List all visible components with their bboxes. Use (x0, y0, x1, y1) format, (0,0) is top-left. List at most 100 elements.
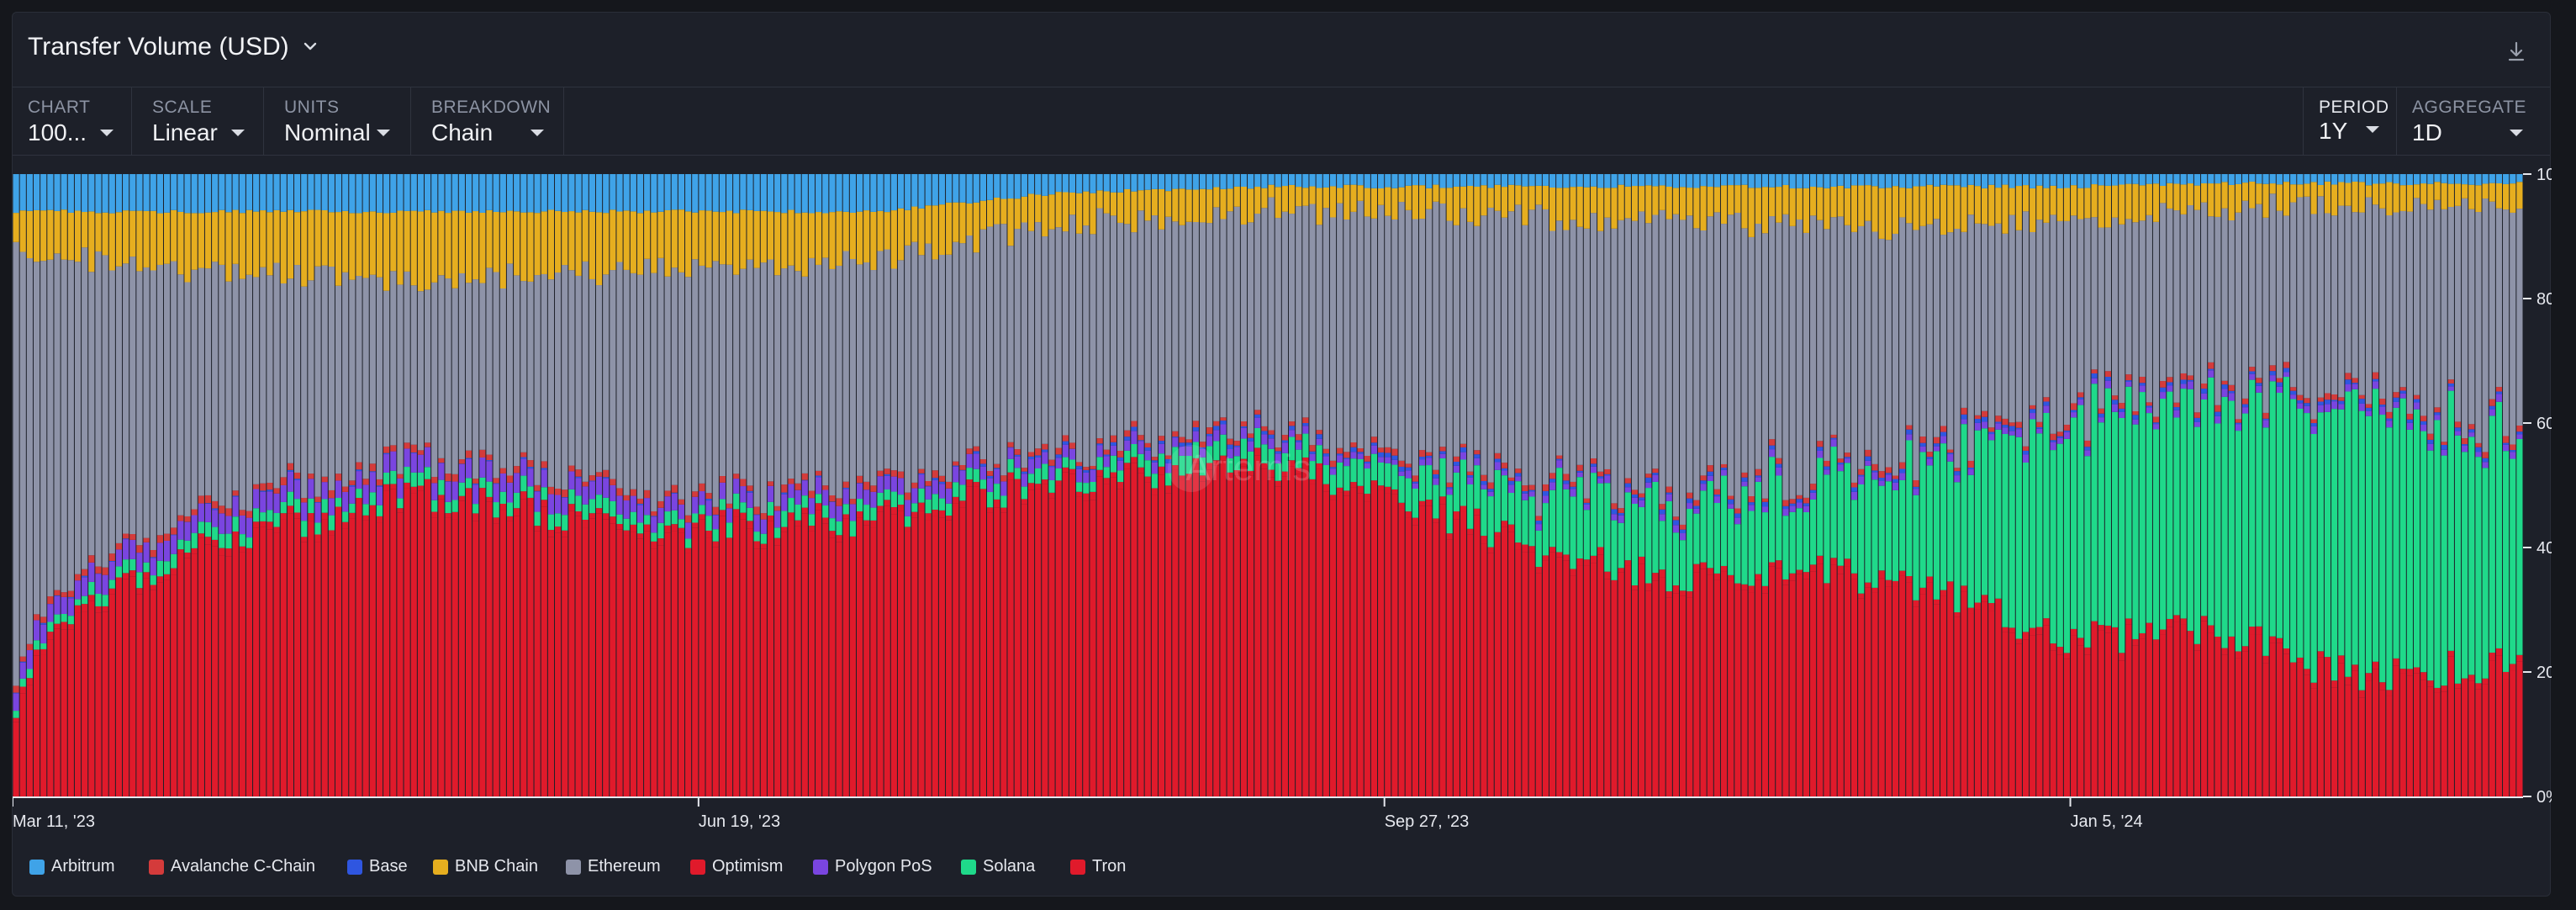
bar-segment-avalanche-c-chain[interactable] (1288, 421, 1296, 426)
bar-segment-ethereum[interactable] (1940, 235, 1947, 426)
bar-segment-base[interactable] (1611, 509, 1618, 515)
bar-segment-optimism[interactable] (541, 500, 547, 507)
bar-segment-tron[interactable] (486, 501, 493, 796)
bar-segment-tron[interactable] (1583, 565, 1590, 796)
bar-segment-optimism[interactable] (1878, 570, 1885, 579)
bar-segment-ethereum[interactable] (685, 277, 692, 516)
bar-segment-bnb-chain[interactable] (88, 211, 95, 272)
bar-segment-bnb-chain[interactable] (2084, 188, 2091, 219)
bar-segment-arbitrum[interactable] (1570, 174, 1576, 188)
bar-segment-polygon-pos[interactable] (2393, 401, 2399, 408)
bar-segment-solana[interactable] (541, 487, 547, 500)
bar-segment-solana[interactable] (1782, 516, 1789, 579)
bar-segment-arbitrum[interactable] (1453, 174, 1460, 187)
bar-segment-solana[interactable] (555, 513, 562, 527)
bar-segment-solana[interactable] (2317, 412, 2324, 652)
bar-segment-avalanche-c-chain[interactable] (1611, 503, 1618, 510)
bar-segment-bnb-chain[interactable] (335, 212, 342, 286)
bar-segment-polygon-pos[interactable] (1700, 484, 1707, 491)
bar-segment-tron[interactable] (1913, 606, 1919, 796)
bar-segment-polygon-pos[interactable] (987, 478, 994, 492)
bar-segment-base[interactable] (1892, 479, 1899, 483)
bar-segment-bnb-chain[interactable] (1940, 184, 1947, 235)
bar-segment-tron[interactable] (1103, 484, 1110, 796)
bar-segment-avalanche-c-chain[interactable] (143, 537, 150, 542)
bar-segment-ethereum[interactable] (966, 235, 973, 449)
bar-segment-polygon-pos[interactable] (404, 448, 410, 468)
bar-segment-arbitrum[interactable] (1755, 174, 1761, 188)
bar-segment-bnb-chain[interactable] (1138, 190, 1144, 211)
bar-segment-avalanche-c-chain[interactable] (897, 471, 905, 479)
bar-segment-optimism[interactable] (1474, 508, 1481, 516)
bar-segment-optimism[interactable] (1974, 602, 1981, 610)
bar-segment-bnb-chain[interactable] (163, 212, 171, 264)
bar-segment-optimism[interactable] (1007, 472, 1014, 480)
bar-segment-avalanche-c-chain[interactable] (349, 480, 356, 485)
bar-segment-avalanche-c-chain[interactable] (1426, 452, 1433, 456)
bar-segment-tron[interactable] (657, 545, 664, 796)
bar-segment-tron[interactable] (884, 505, 890, 796)
bar-segment-base[interactable] (2043, 401, 2050, 406)
bar-segment-solana[interactable] (1850, 500, 1858, 574)
bar-segment-solana[interactable] (445, 501, 451, 514)
bar-segment-ethereum[interactable] (905, 245, 911, 493)
bar-segment-bnb-chain[interactable] (2167, 183, 2173, 209)
bar-segment-arbitrum[interactable] (987, 174, 994, 200)
bar-segment-base[interactable] (1824, 466, 1830, 470)
bar-segment-tron[interactable] (2036, 634, 2043, 796)
bar-segment-polygon-pos[interactable] (822, 489, 829, 506)
bar-segment-ethereum[interactable] (458, 272, 465, 460)
bar-segment-arbitrum[interactable] (376, 174, 383, 213)
bar-segment-bnb-chain[interactable] (1618, 184, 1624, 220)
bar-segment-arbitrum[interactable] (1481, 174, 1487, 186)
bar-segment-solana[interactable] (1103, 467, 1110, 479)
bar-segment-arbitrum[interactable] (2214, 174, 2221, 184)
bar-segment-ethereum[interactable] (1076, 233, 1083, 463)
bar-segment-base[interactable] (884, 474, 890, 476)
bar-segment-polygon-pos[interactable] (671, 493, 678, 511)
bar-segment-optimism[interactable] (1995, 598, 2002, 606)
bar-segment-bnb-chain[interactable] (836, 211, 842, 266)
bar-segment-avalanche-c-chain[interactable] (781, 484, 788, 493)
bar-segment-base[interactable] (376, 485, 383, 487)
bar-segment-solana[interactable] (1501, 475, 1508, 521)
bar-segment-bnb-chain[interactable] (2489, 183, 2495, 202)
bar-segment-arbitrum[interactable] (1858, 174, 1865, 186)
bar-segment-avalanche-c-chain[interactable] (26, 643, 33, 651)
bar-segment-optimism[interactable] (1433, 518, 1439, 523)
bar-segment-optimism[interactable] (321, 512, 328, 520)
bar-segment-solana[interactable] (2462, 452, 2468, 679)
bar-segment-ethereum[interactable] (987, 226, 994, 471)
bar-segment-solana[interactable] (2373, 389, 2379, 662)
bar-segment-polygon-pos[interactable] (95, 574, 102, 594)
bar-segment-avalanche-c-chain[interactable] (595, 472, 603, 477)
bar-segment-polygon-pos[interactable] (1824, 469, 1830, 475)
bar-segment-bnb-chain[interactable] (1000, 198, 1007, 225)
bar-segment-polygon-pos[interactable] (1583, 504, 1590, 511)
bar-segment-ethereum[interactable] (1645, 223, 1652, 474)
bar-segment-bnb-chain[interactable] (1817, 187, 1824, 220)
bar-segment-tron[interactable] (115, 585, 123, 797)
bar-segment-avalanche-c-chain[interactable] (308, 474, 314, 479)
bar-segment-avalanche-c-chain[interactable] (2043, 397, 2050, 402)
bar-segment-ethereum[interactable] (959, 243, 966, 465)
bar-segment-arbitrum[interactable] (829, 174, 836, 213)
bar-segment-ethereum[interactable] (2201, 202, 2208, 384)
bar-segment-solana[interactable] (1515, 481, 1522, 543)
bar-segment-optimism[interactable] (2160, 629, 2167, 635)
bar-segment-tron[interactable] (1858, 598, 1865, 796)
bar-segment-avalanche-c-chain[interactable] (1782, 500, 1789, 506)
bar-segment-arbitrum[interactable] (794, 174, 801, 214)
bar-segment-optimism[interactable] (82, 604, 88, 612)
bar-segment-polygon-pos[interactable] (204, 503, 212, 522)
bar-segment-arbitrum[interactable] (636, 174, 644, 214)
bar-segment-avalanche-c-chain[interactable] (253, 484, 260, 489)
bar-segment-avalanche-c-chain[interactable] (2454, 421, 2462, 428)
bar-segment-bnb-chain[interactable] (979, 200, 986, 230)
bar-segment-polygon-pos[interactable] (1213, 430, 1220, 442)
bar-segment-arbitrum[interactable] (2475, 174, 2482, 186)
bar-segment-arbitrum[interactable] (699, 174, 705, 211)
bar-segment-bnb-chain[interactable] (1158, 188, 1165, 230)
bar-segment-avalanche-c-chain[interactable] (2256, 378, 2262, 384)
bar-segment-base[interactable] (1995, 421, 2002, 424)
